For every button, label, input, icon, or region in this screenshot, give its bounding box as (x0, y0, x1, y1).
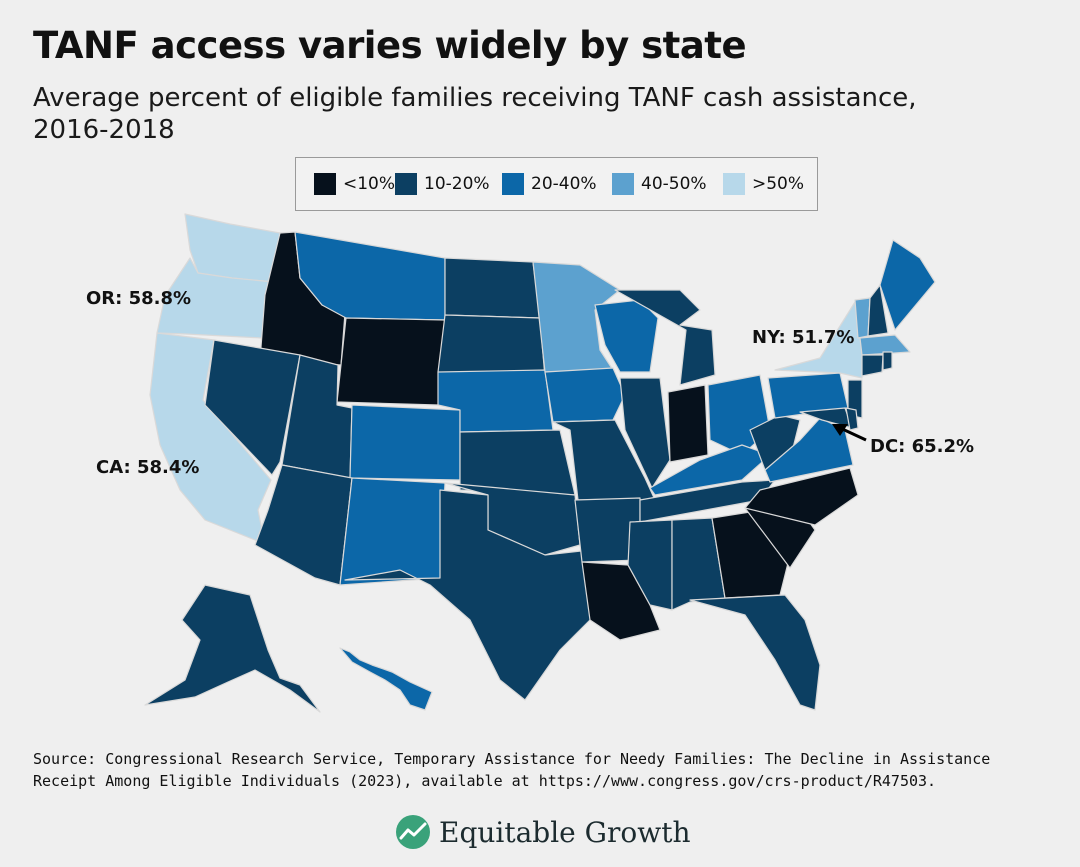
dc-callout-arrow (832, 424, 867, 442)
state-MA (859, 334, 911, 356)
legend-label: 10-20% (424, 174, 490, 194)
state-SD (437, 314, 546, 379)
legend-item: 10-20% (395, 172, 490, 196)
brand: Equitable Growth (395, 812, 691, 852)
callout-ca: CA: 58.4% (96, 457, 200, 478)
chart-title: TANF access varies widely by state (33, 24, 747, 67)
legend-label: <10% (343, 174, 396, 194)
legend-item: 40-50% (612, 172, 707, 196)
state-IN (667, 384, 709, 463)
callout-ny: NY: 51.7% (752, 327, 855, 348)
state-WA (184, 213, 281, 283)
legend: <10% 10-20% 20-40% 40-50% >50% (295, 157, 818, 211)
state-IA (544, 367, 626, 423)
callout-or: OR: 58.8% (86, 288, 192, 309)
legend-swatch (612, 173, 634, 195)
state-GA (711, 511, 791, 599)
state-AK (144, 584, 321, 713)
state-IL (619, 377, 671, 489)
state-ND (444, 257, 541, 319)
legend-swatch (723, 173, 745, 195)
state-RI (882, 351, 893, 371)
brand-name: Equitable Growth (439, 815, 691, 849)
legend-swatch (395, 173, 417, 195)
state-FL (689, 594, 821, 711)
legend-item: >50% (723, 172, 804, 196)
legend-label: 40-50% (641, 174, 707, 194)
state-ME (879, 239, 936, 331)
equitable-growth-logo-icon (396, 815, 430, 849)
state-NM (339, 477, 446, 586)
source-note: Source: Congressional Research Service, … (33, 750, 991, 790)
state-NH (867, 284, 889, 337)
state-CO (349, 404, 461, 481)
state-HI (339, 647, 433, 711)
state-DE (845, 407, 859, 431)
chart-subtitle: Average percent of eligible families rec… (33, 83, 917, 145)
legend-item: <10% (314, 172, 395, 196)
legend-swatch (502, 173, 524, 195)
legend-label: 20-40% (531, 174, 597, 194)
state-MS (627, 519, 673, 611)
state-NC (744, 467, 859, 526)
legend-label: >50% (752, 174, 805, 194)
callout-dc: DC: 65.2% (870, 436, 975, 457)
state-MI (614, 289, 716, 386)
legend-swatch (314, 173, 336, 195)
state-KS (459, 429, 576, 496)
legend-item: 20-40% (502, 172, 597, 196)
state-WY (336, 317, 446, 406)
state-TX (344, 489, 596, 701)
state-NV (204, 339, 301, 476)
state-CT (861, 354, 884, 377)
